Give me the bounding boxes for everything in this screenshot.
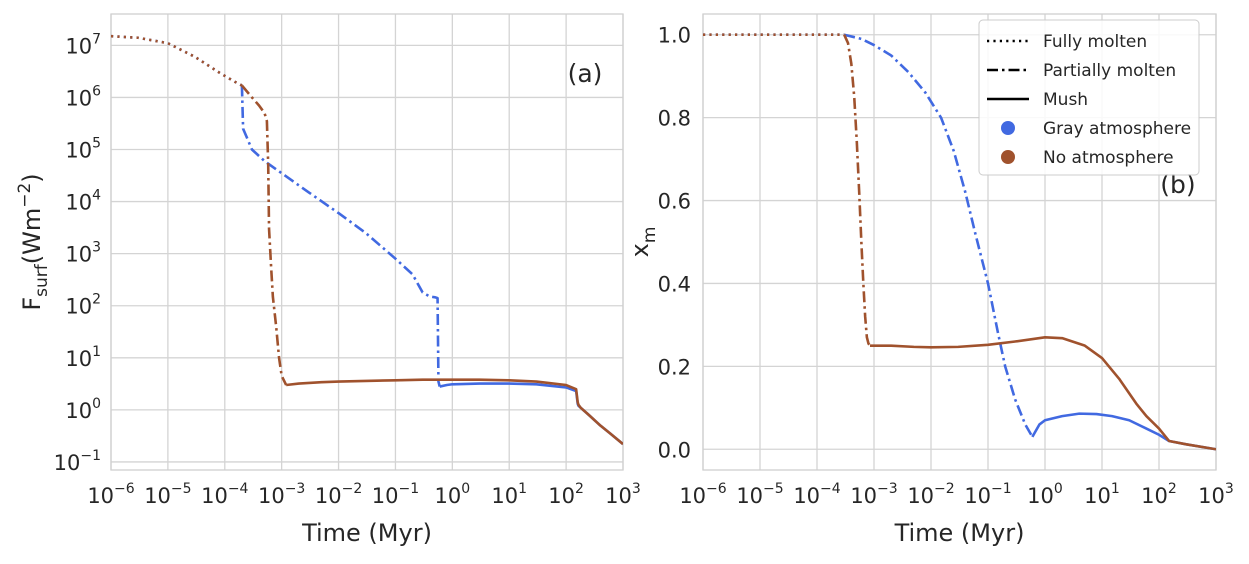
- series-line-no-atmosphere-mush: [286, 378, 623, 446]
- plot-frame: [110, 13, 624, 471]
- y-tick-label: 106: [65, 83, 101, 110]
- x-tick-label: 10−2: [315, 481, 362, 508]
- series-line-no-atmosphere-mush: [869, 336, 1216, 451]
- y-tick-label: 10−1: [54, 448, 101, 475]
- legend-label: Gray atmosphere: [1043, 119, 1191, 139]
- plot-frame: [702, 13, 1217, 471]
- series-group: [111, 34, 623, 446]
- legend-label: Mush: [1043, 90, 1088, 110]
- x-tick-label: 10−4: [201, 481, 248, 508]
- y-tick-label: 102: [65, 292, 101, 319]
- series-line-gray-atmosphere-partially-molten: [843, 33, 1034, 438]
- y-tick-label: 103: [65, 240, 101, 267]
- y-axis-label: Fsurf(Wm−2): [15, 173, 52, 310]
- x-tick-label: 10−5: [144, 481, 191, 508]
- grid-lines: [110, 14, 624, 470]
- y-tick-label: 0.6: [658, 190, 691, 214]
- y-tick-label: 104: [65, 188, 101, 215]
- x-tick-label: 100: [1027, 481, 1063, 508]
- series-line-gray-atmosphere-fully-molten: [111, 34, 243, 87]
- legend: Fully molten Partially molten Mush Gray atm…: [978, 19, 1200, 176]
- series-line-gray-atmosphere-mush: [439, 382, 623, 446]
- x-tick-label: 101: [491, 481, 527, 508]
- x-tick-label: 102: [1141, 481, 1177, 508]
- panel-label: (a): [568, 59, 603, 88]
- x-tick-label: 10−5: [736, 481, 783, 508]
- x-tick-label: 10−2: [907, 481, 954, 508]
- x-tick-label: 10−3: [258, 481, 305, 508]
- x-tick-label: 10−6: [87, 481, 134, 508]
- x-tick-label: 10−3: [850, 481, 897, 508]
- panel-a: 10−6 10−5 10−4 10−3 10−2 10−1 100 101 102 103 10−1…: [15, 13, 641, 547]
- series-line-no-atmosphere-partially-molten: [843, 34, 872, 347]
- x-axis-label: Time (Myr): [301, 519, 432, 547]
- y-tick-label: 100: [65, 396, 101, 423]
- series-line-no-atmosphere-partially-molten: [240, 84, 288, 386]
- legend-label: Partially molten: [1043, 61, 1176, 81]
- legend-marker-swatch: [1001, 150, 1015, 164]
- x-tick-label: 10−4: [793, 481, 840, 508]
- x-tick-label: 102: [548, 481, 584, 508]
- panel-b: 10−6 10−5 10−4 10−3 10−2 10−1 100 101 102 103 0.0 0…: [626, 13, 1234, 547]
- legend-box: [978, 19, 1200, 176]
- x-tick-label: 10−1: [372, 481, 419, 508]
- x-axis-label: Time (Myr): [894, 519, 1025, 547]
- y-tick-label: 0.0: [658, 438, 691, 462]
- y-tick-label: 0.4: [658, 272, 691, 296]
- x-tick-label: 10−1: [964, 481, 1011, 508]
- y-axis-label: xm: [626, 227, 660, 258]
- series-line-gray-atmosphere-partially-molten: [240, 85, 441, 387]
- x-tick-label: 101: [1084, 481, 1120, 508]
- legend-label: Fully molten: [1043, 32, 1147, 52]
- x-tick-label: 10−6: [679, 481, 726, 508]
- x-tick-label: 103: [605, 481, 641, 508]
- legend-marker-swatch: [1001, 121, 1015, 135]
- y-tick-label: 1.0: [658, 24, 691, 48]
- legend-label: No atmosphere: [1043, 148, 1174, 168]
- x-tick-label: 100: [435, 481, 471, 508]
- series-group: [703, 33, 1216, 451]
- x-tick-label: 103: [1198, 481, 1234, 508]
- y-tick-label: 107: [65, 31, 101, 58]
- y-tick-label: 101: [65, 344, 101, 371]
- y-tick-label: 105: [65, 135, 101, 162]
- y-tick-label: 0.8: [658, 107, 691, 131]
- y-tick-label: 0.2: [658, 355, 691, 379]
- series-line-no-atmosphere-fully-molten: [111, 34, 243, 87]
